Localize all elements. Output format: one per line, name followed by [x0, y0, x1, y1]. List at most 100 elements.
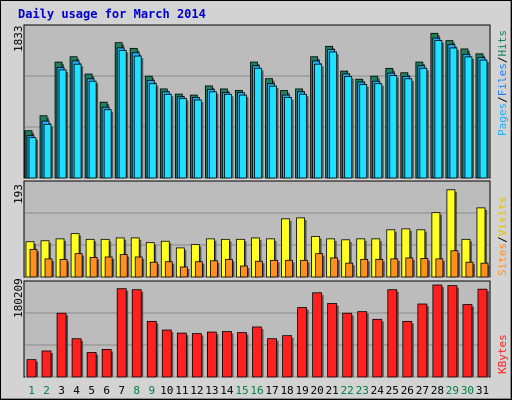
sites-bar	[164, 261, 173, 278]
kbytes-bar	[327, 303, 338, 378]
pages-bar	[479, 59, 488, 179]
pages-bar	[163, 93, 172, 179]
sites-bar	[270, 259, 278, 278]
day-tick-label: 3	[58, 384, 65, 397]
chart-title: Daily usage for March 2014	[18, 7, 206, 21]
kbytes-bar	[161, 329, 172, 378]
pages-bar	[133, 55, 142, 179]
sites-bar	[89, 257, 98, 278]
day-tick-label: 4	[73, 384, 80, 397]
sites-bar	[435, 258, 444, 278]
sites-bar	[225, 258, 233, 278]
sites-bar	[104, 256, 113, 278]
sites-bar	[375, 258, 384, 278]
sites-bar	[330, 257, 339, 278]
day-tick-label: 9	[148, 384, 155, 397]
kbytes-bar	[477, 288, 488, 378]
day-tick-label: 15	[235, 384, 248, 397]
pages-bar	[43, 123, 52, 179]
kbytes-bar	[342, 312, 353, 378]
pages-bar	[314, 63, 323, 179]
kbytes-bar	[432, 284, 443, 378]
kbytes-bar	[447, 285, 458, 378]
pages-bar	[28, 137, 37, 179]
pages-bar	[178, 97, 187, 179]
pages-bar	[344, 75, 353, 179]
kbytes-bar	[387, 289, 398, 378]
sites-bar	[450, 250, 459, 278]
kbytes-bar	[131, 289, 142, 378]
kbytes-bar	[372, 318, 383, 378]
sites-bar	[360, 258, 369, 278]
kbytes-bar	[237, 332, 247, 378]
day-tick-label: 29	[446, 384, 459, 397]
day-tick-label: 13	[205, 384, 218, 397]
sites-bar	[209, 260, 218, 278]
pages-bar	[284, 97, 292, 179]
kbytes-bar	[71, 338, 82, 378]
kbytes-bar	[267, 338, 277, 378]
sites-bar	[119, 254, 128, 278]
sites-bar	[255, 260, 263, 278]
kbytes-bar	[26, 359, 37, 378]
day-tick-label: 30	[461, 384, 474, 397]
sites-bar	[315, 253, 324, 278]
sites-bar	[74, 253, 83, 278]
day-tick-label: 27	[416, 384, 429, 397]
day-tick-label: 28	[431, 384, 444, 397]
sites-bar	[134, 256, 143, 278]
kbytes-bar	[417, 303, 428, 378]
sites-bar	[405, 257, 414, 278]
day-tick-label: 2	[43, 384, 50, 397]
day-tick-label: 19	[295, 384, 308, 397]
pages-bar	[269, 85, 277, 179]
day-tick-label: 11	[175, 384, 188, 397]
pages-bar	[254, 67, 262, 179]
day-tick-label: 8	[133, 384, 140, 397]
kbytes-bar	[146, 320, 157, 378]
kbytes-bar	[41, 350, 52, 378]
pages-bar	[73, 63, 82, 179]
pages-bar	[449, 47, 458, 179]
day-tick-label: 7	[118, 384, 125, 397]
kbytes-bar	[206, 331, 217, 378]
pages-bar	[374, 83, 383, 179]
sites-bar	[345, 262, 354, 278]
kbytes-bar	[312, 292, 323, 378]
sites-bar	[44, 258, 53, 278]
sites-bar	[300, 259, 308, 278]
kbytes-bar	[357, 311, 368, 378]
pages-bar	[419, 67, 428, 179]
pages-bar	[299, 93, 307, 179]
kbytes-bar	[86, 352, 97, 378]
day-tick-label: 10	[160, 384, 173, 397]
pages-bar	[389, 75, 398, 179]
kbytes-bar	[252, 326, 262, 378]
pages-bar	[118, 49, 127, 179]
sites-bar	[465, 261, 474, 278]
pages-bar	[434, 40, 443, 179]
pages-bar	[148, 83, 157, 179]
kbytes-bar	[116, 288, 127, 378]
day-tick-label: 23	[356, 384, 369, 397]
pages-bar	[193, 99, 202, 179]
sites-bar	[59, 258, 68, 278]
pages-bar	[88, 80, 97, 179]
kbytes-bar	[56, 312, 67, 378]
pages-bar	[239, 94, 247, 179]
kbytes-bar	[176, 332, 187, 378]
sites-bar	[480, 262, 489, 278]
sites-bar	[390, 258, 399, 278]
day-tick-label: 16	[250, 384, 263, 397]
pages-bar	[58, 69, 67, 179]
kbytes-bar	[191, 333, 202, 378]
day-tick-label: 17	[265, 384, 278, 397]
day-tick-label: 20	[311, 384, 324, 397]
kbytes-bar	[101, 349, 112, 378]
pages-bar	[329, 51, 338, 179]
day-tick-label: 24	[371, 384, 385, 397]
sites-bar	[285, 259, 293, 278]
sites-bar	[29, 248, 38, 278]
pages-bar	[224, 93, 232, 179]
